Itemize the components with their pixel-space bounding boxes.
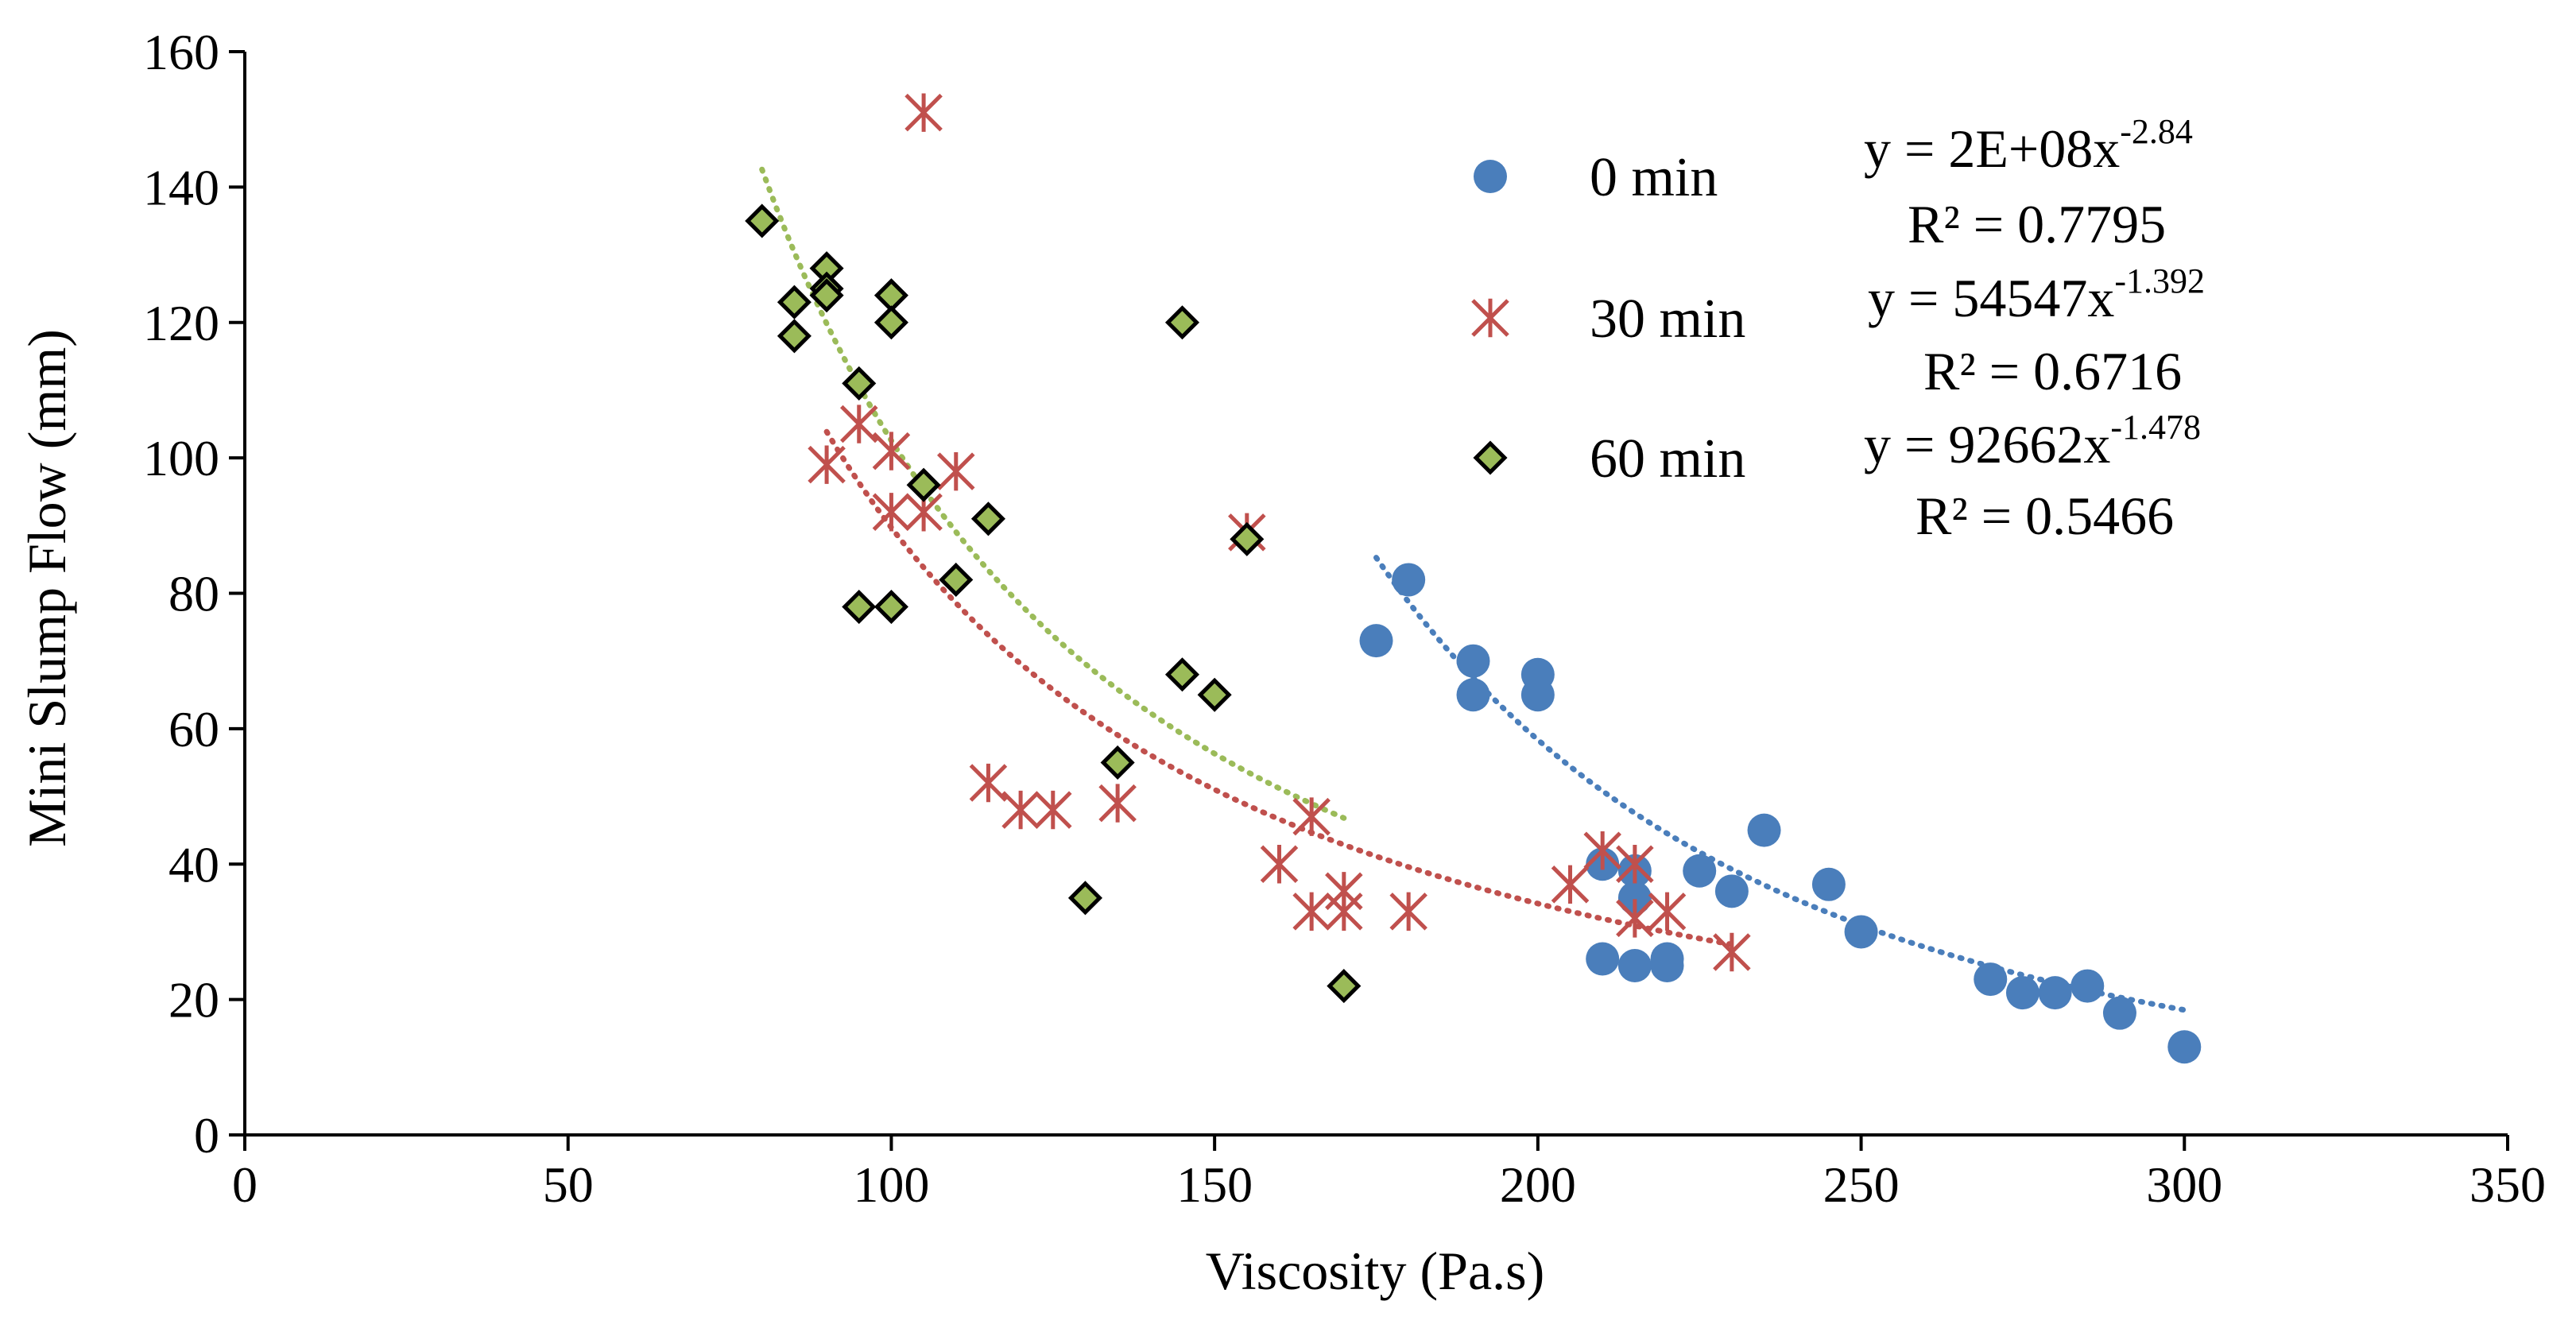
legend-marker-30-min (1471, 298, 1509, 338)
trendline-0-min (1373, 555, 2187, 1013)
trendline-equation: y = 54547x-1.392 (1868, 261, 2205, 328)
x-tick-label: 300 (2146, 1156, 2222, 1213)
point-0-min (2167, 1030, 2202, 1064)
point-0-min (1683, 854, 1717, 888)
point-0-min (1747, 813, 1781, 847)
trendline-equation: y = 92662x-1.478 (1864, 408, 2201, 474)
point-30-min (1551, 865, 1590, 904)
point-60-min (1230, 521, 1265, 556)
point-30-min (1292, 892, 1331, 931)
point-30-min (1389, 892, 1427, 931)
point-30-min (969, 763, 1008, 803)
point-30-min (872, 493, 911, 532)
x-tick-label: 250 (1823, 1156, 1900, 1213)
point-60-min (809, 278, 844, 313)
data-points (745, 93, 2202, 1064)
trendline-60-min (759, 166, 1347, 821)
legend: 0 min 30 min 60 min (1471, 147, 1745, 490)
trendline-30-min (823, 428, 1735, 947)
point-60-min (1100, 745, 1135, 780)
point-0-min (1650, 949, 1684, 983)
point-30-min (1292, 797, 1331, 836)
trendline-r2: R² = 0.5466 (1916, 486, 2174, 546)
point-60-min (1327, 969, 1362, 1004)
x-tick-label: 0 (232, 1156, 258, 1213)
point-0-min (1586, 942, 1620, 976)
trendline-equation: y = 2E+08x-2.84 (1864, 112, 2193, 179)
y-tick-label: 20 (169, 972, 219, 1028)
axes: 0 20 40 60 80 100 120 140 160 0 50 100 150 200 250 300 3… (143, 24, 2546, 1213)
point-30-min (1098, 784, 1137, 823)
point-0-min (1974, 962, 2008, 997)
y-tick-label: 120 (143, 295, 219, 351)
legend-label: 60 min (1590, 428, 1745, 490)
y-tick-label: 40 (169, 836, 219, 893)
point-60-min (1164, 305, 1200, 340)
x-tick-label: 200 (1500, 1156, 1576, 1213)
point-0-min (2102, 996, 2136, 1030)
trendline-r2: R² = 0.6716 (1923, 341, 2182, 401)
point-0-min (2038, 976, 2072, 1010)
point-60-min (874, 590, 908, 625)
legend-marker-0-min (1474, 160, 1507, 193)
point-30-min (839, 405, 878, 443)
x-axis-label: Viscosity (Pa.s) (1206, 1241, 1545, 1301)
y-axis-label: Mini Slump Flow (mm) (17, 329, 77, 847)
point-0-min (1617, 949, 1652, 983)
y-tick-label: 0 (194, 1107, 219, 1164)
point-0-min (1359, 624, 1393, 658)
point-0-min (1456, 678, 1490, 712)
point-30-min (1583, 831, 1621, 870)
point-30-min (1260, 845, 1299, 884)
legend-marker-60-min (1473, 440, 1508, 475)
point-60-min (777, 319, 812, 354)
point-30-min (1616, 845, 1654, 884)
point-0-min (1844, 915, 1878, 949)
trendline-r2: R² = 0.7795 (1908, 194, 2166, 254)
x-tick-label: 50 (543, 1156, 594, 1213)
y-tick-label: 80 (169, 566, 219, 622)
point-60-min (874, 305, 908, 340)
point-60-min (939, 562, 974, 597)
y-tick-label: 100 (143, 430, 219, 486)
point-30-min (937, 451, 975, 491)
point-0-min (1456, 644, 1490, 678)
point-60-min (906, 467, 941, 502)
point-0-min (2070, 969, 2105, 1003)
point-30-min (808, 445, 846, 484)
point-0-min (1520, 678, 1555, 712)
point-0-min (1617, 881, 1652, 915)
point-60-min (1164, 657, 1200, 692)
trendline-equations: y = 2E+08x-2.84 R² = 0.7795 y = 54547x-1.3… (1864, 112, 2205, 546)
point-60-min (745, 203, 780, 238)
point-60-min (1197, 677, 1232, 712)
legend-label: 30 min (1590, 288, 1745, 350)
y-tick-label: 60 (169, 701, 219, 757)
point-0-min (1811, 867, 1846, 901)
point-30-min (1616, 899, 1654, 938)
point-0-min (2005, 976, 2039, 1010)
point-60-min (1067, 881, 1102, 916)
x-tick-label: 150 (1176, 1156, 1253, 1213)
point-60-min (970, 501, 1005, 536)
point-0-min (1714, 874, 1749, 908)
point-60-min (842, 366, 877, 401)
point-0-min (1392, 563, 1426, 597)
point-30-min (1713, 932, 1751, 972)
point-30-min (905, 93, 943, 132)
x-tick-label: 100 (853, 1156, 929, 1213)
point-30-min (1648, 892, 1687, 931)
y-tick-label: 140 (143, 159, 219, 215)
point-60-min (842, 590, 877, 625)
y-tick-label: 160 (143, 24, 219, 80)
point-30-min (872, 432, 911, 471)
point-30-min (1325, 892, 1363, 931)
point-30-min (1034, 790, 1072, 830)
point-60-min (777, 285, 812, 319)
legend-label: 0 min (1590, 147, 1718, 208)
x-tick-label: 350 (2469, 1156, 2546, 1213)
point-30-min (1001, 790, 1040, 830)
